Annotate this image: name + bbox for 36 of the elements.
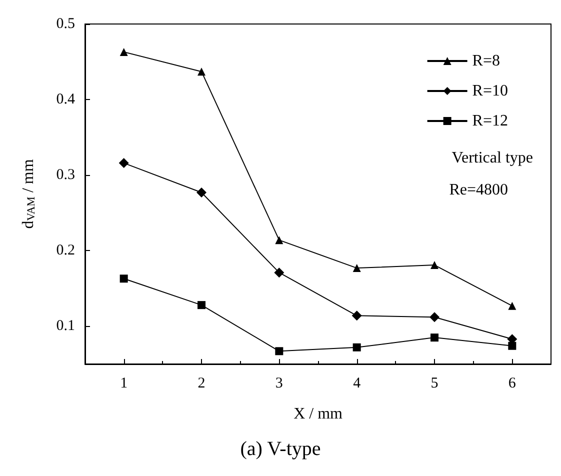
x-tick-label: 6 xyxy=(508,376,516,392)
point xyxy=(352,310,362,321)
point xyxy=(275,236,284,244)
y-tick-label: 0.4 xyxy=(56,92,76,108)
x-tick-label: 4 xyxy=(353,376,362,392)
y-tick-label: 0.5 xyxy=(56,16,75,32)
point xyxy=(430,334,438,342)
legend-label: R=12 xyxy=(472,112,508,130)
x-tick-label: 1 xyxy=(120,376,128,392)
point xyxy=(120,48,128,56)
point xyxy=(430,261,438,270)
point xyxy=(352,264,361,272)
point xyxy=(118,158,129,168)
y-axis-title: dVAM / mm xyxy=(20,158,38,229)
legend-label: R=8 xyxy=(472,52,500,70)
y-tick-label: 0.1 xyxy=(56,318,75,334)
x-axis-title: X / mm xyxy=(294,406,343,422)
point xyxy=(508,302,516,310)
point xyxy=(196,187,206,198)
x-tick-label: 2 xyxy=(198,376,206,392)
point xyxy=(430,312,440,322)
point xyxy=(352,343,361,352)
point xyxy=(274,268,284,278)
y-tick-label: 0.2 xyxy=(56,242,75,259)
legend-label: R=10 xyxy=(472,82,508,100)
point xyxy=(120,274,128,283)
y-tick-label: 0.3 xyxy=(56,167,75,184)
annotation: Vertical type xyxy=(452,150,533,166)
point xyxy=(198,68,206,76)
x-tick-label: 3 xyxy=(275,376,283,392)
point xyxy=(275,347,284,356)
x-tick-label: 5 xyxy=(430,376,438,392)
point xyxy=(198,301,206,310)
annotation: Re=4800 xyxy=(449,182,508,198)
point xyxy=(508,342,516,350)
text: (a) V-type xyxy=(240,438,321,460)
